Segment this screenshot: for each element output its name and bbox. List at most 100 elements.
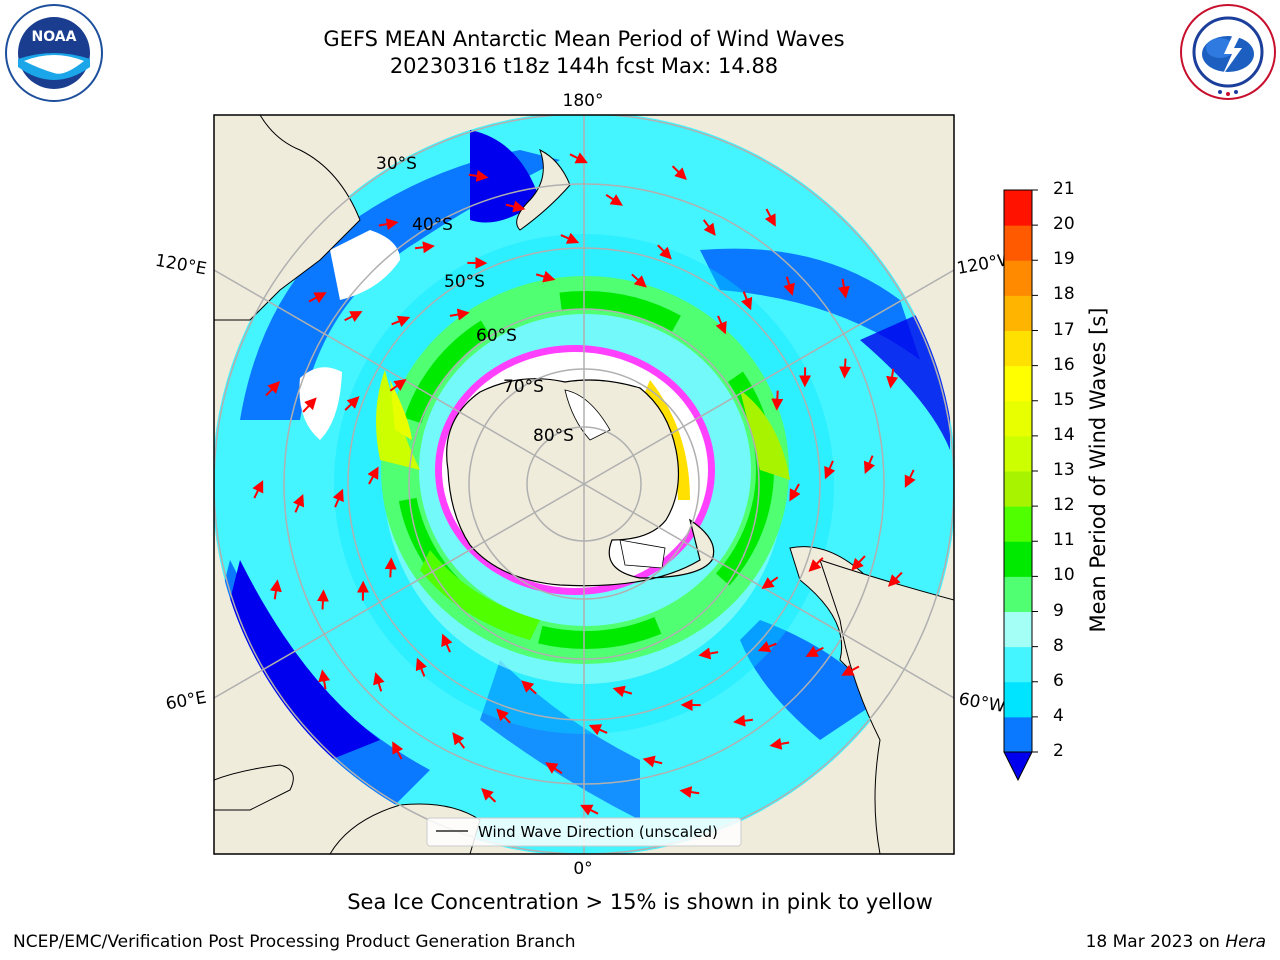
wind-wave-arrow (545, 762, 563, 774)
colorbar-segment (1004, 330, 1032, 367)
wind-wave-arrow (757, 641, 777, 653)
colorbar-tick-label: 9 (1053, 600, 1064, 621)
wind-wave-arrow (293, 494, 305, 513)
wind-wave-arrow (373, 672, 385, 692)
colorbar-tick-label: 12 (1053, 495, 1075, 516)
wind-wave-arrow (733, 714, 754, 727)
wind-wave-arrow (631, 273, 647, 288)
colorbar-segment (1004, 260, 1032, 296)
wind-wave-arrow (468, 169, 489, 182)
colorbar-tick-label: 14 (1053, 424, 1075, 445)
wind-wave-arrow (789, 483, 801, 502)
wind-wave-arrow (764, 208, 776, 227)
wind-wave-arrow (449, 308, 470, 321)
wind-wave-arrow (741, 291, 753, 311)
colorbar-tick-label: 11 (1053, 530, 1075, 551)
wind-wave-arrow (783, 276, 795, 296)
wind-wave-arrow (269, 579, 282, 600)
lat-label-70s: 70°S (503, 377, 544, 397)
wind-wave-arrow (521, 680, 537, 695)
lat-label-60s: 60°S (476, 326, 517, 346)
wind-wave-arrow (252, 480, 264, 499)
nws-logo (1180, 4, 1276, 100)
colorbar-segment (1004, 716, 1032, 753)
lon-label-lower-left: 60°E (164, 688, 208, 715)
wind-wave-arrow (863, 455, 875, 474)
colorbar-segment (1004, 611, 1032, 648)
colorbar-tick-label: 10 (1053, 565, 1075, 586)
wind-wave-arrow (481, 787, 497, 803)
colorbar-segment (1004, 295, 1032, 331)
legend-label: Wind Wave Direction (unscaled) (478, 823, 718, 841)
wind-wave-arrow (851, 555, 866, 571)
wind-wave-arrow (841, 664, 860, 676)
wind-wave-arrow (837, 278, 850, 299)
wind-wave-arrow (569, 152, 588, 164)
wind-wave-arrow (389, 379, 407, 392)
wind-wave-arrow (769, 737, 790, 750)
sea-ice-note: Sea Ice Concentration > 15% is shown in … (347, 890, 933, 914)
wind-wave-arrow (367, 466, 379, 485)
colorbar-segment (1004, 506, 1032, 542)
colorbar-segment (1004, 190, 1032, 226)
wind-wave-arrow (391, 315, 411, 327)
wind-wave-arrow (657, 244, 672, 260)
colorbar-segment (1004, 681, 1032, 718)
wind-wave-arrow (904, 469, 916, 488)
lat-label-40s: 40°S (412, 215, 453, 235)
wind-wave-arrow (452, 732, 466, 749)
wind-wave-arrow (771, 390, 784, 411)
lat-label-30s: 30°S (376, 154, 417, 174)
wind-wave-arrow (679, 786, 700, 799)
lon-label-lower-right: 60°W (957, 689, 1007, 717)
wind-wave-arrow (505, 200, 526, 213)
colorbar-segment (1004, 365, 1032, 402)
wind-wave-arrow (824, 460, 836, 480)
colorbar-extend-min (1003, 751, 1033, 782)
wind-wave-arrow (441, 633, 453, 653)
lat-label-50s: 50°S (444, 272, 485, 292)
colorbar-tick-label: 2 (1053, 741, 1064, 761)
colorbar-segment (1004, 225, 1032, 261)
colorbar-segment (1004, 576, 1032, 612)
footer-credit: NCEP/EMC/Verification Post Processing Pr… (13, 932, 576, 952)
wind-wave-arrow (302, 397, 317, 413)
colorbar-segment (1004, 471, 1032, 507)
wind-wave-arrow (332, 488, 344, 508)
colorbar-tick-label: 15 (1053, 389, 1075, 410)
wind-wave-arrow (384, 557, 397, 578)
wind-wave-arrow (496, 708, 511, 724)
colorbar-tick-label: 18 (1053, 284, 1075, 305)
wind-wave-arrow (605, 194, 623, 206)
colorbar-segment (1004, 541, 1032, 577)
lon-label-top: 180° (563, 91, 604, 111)
wind-wave-arrows (252, 152, 916, 816)
colorbar-tick-label: 17 (1053, 319, 1075, 340)
wind-wave-arrow (886, 368, 899, 389)
colorbar-segment (1004, 400, 1032, 437)
wind-wave-arrow (642, 755, 663, 768)
colorbar-tick-label: 21 (1053, 179, 1075, 199)
colorbar (1003, 189, 1038, 782)
noaa-logo-text: NOAA (32, 29, 77, 45)
wind-wave-arrow (612, 685, 633, 698)
wind-wave-arrow (805, 646, 824, 657)
colorbar-tick-label: 8 (1053, 635, 1064, 656)
wind-wave-arrow (344, 311, 363, 322)
wind-wave-arrow (588, 724, 608, 736)
footer-date: 18 Mar 2023 on Hera (1086, 932, 1266, 952)
wind-wave-arrow (265, 381, 281, 397)
wind-wave-arrow (415, 657, 427, 677)
wind-wave-arrow (702, 219, 716, 236)
map-title: GEFS MEAN Antarctic Mean Period of Wind … (323, 27, 845, 51)
wind-wave-arrow (318, 669, 331, 690)
colorbar-segment (1004, 646, 1032, 683)
wind-wave-arrow (839, 358, 852, 379)
wind-wave-arrow (414, 241, 435, 254)
wind-wave-arrow (580, 804, 599, 816)
map-subtitle: 20230316 t18z 144h fcst Max: 14.88 (389, 54, 779, 78)
wind-wave-arrow (761, 576, 779, 589)
lon-label-bottom: 0° (573, 859, 592, 879)
colorbar-tick-label: 16 (1053, 354, 1075, 375)
wind-wave-arrow (378, 218, 399, 231)
